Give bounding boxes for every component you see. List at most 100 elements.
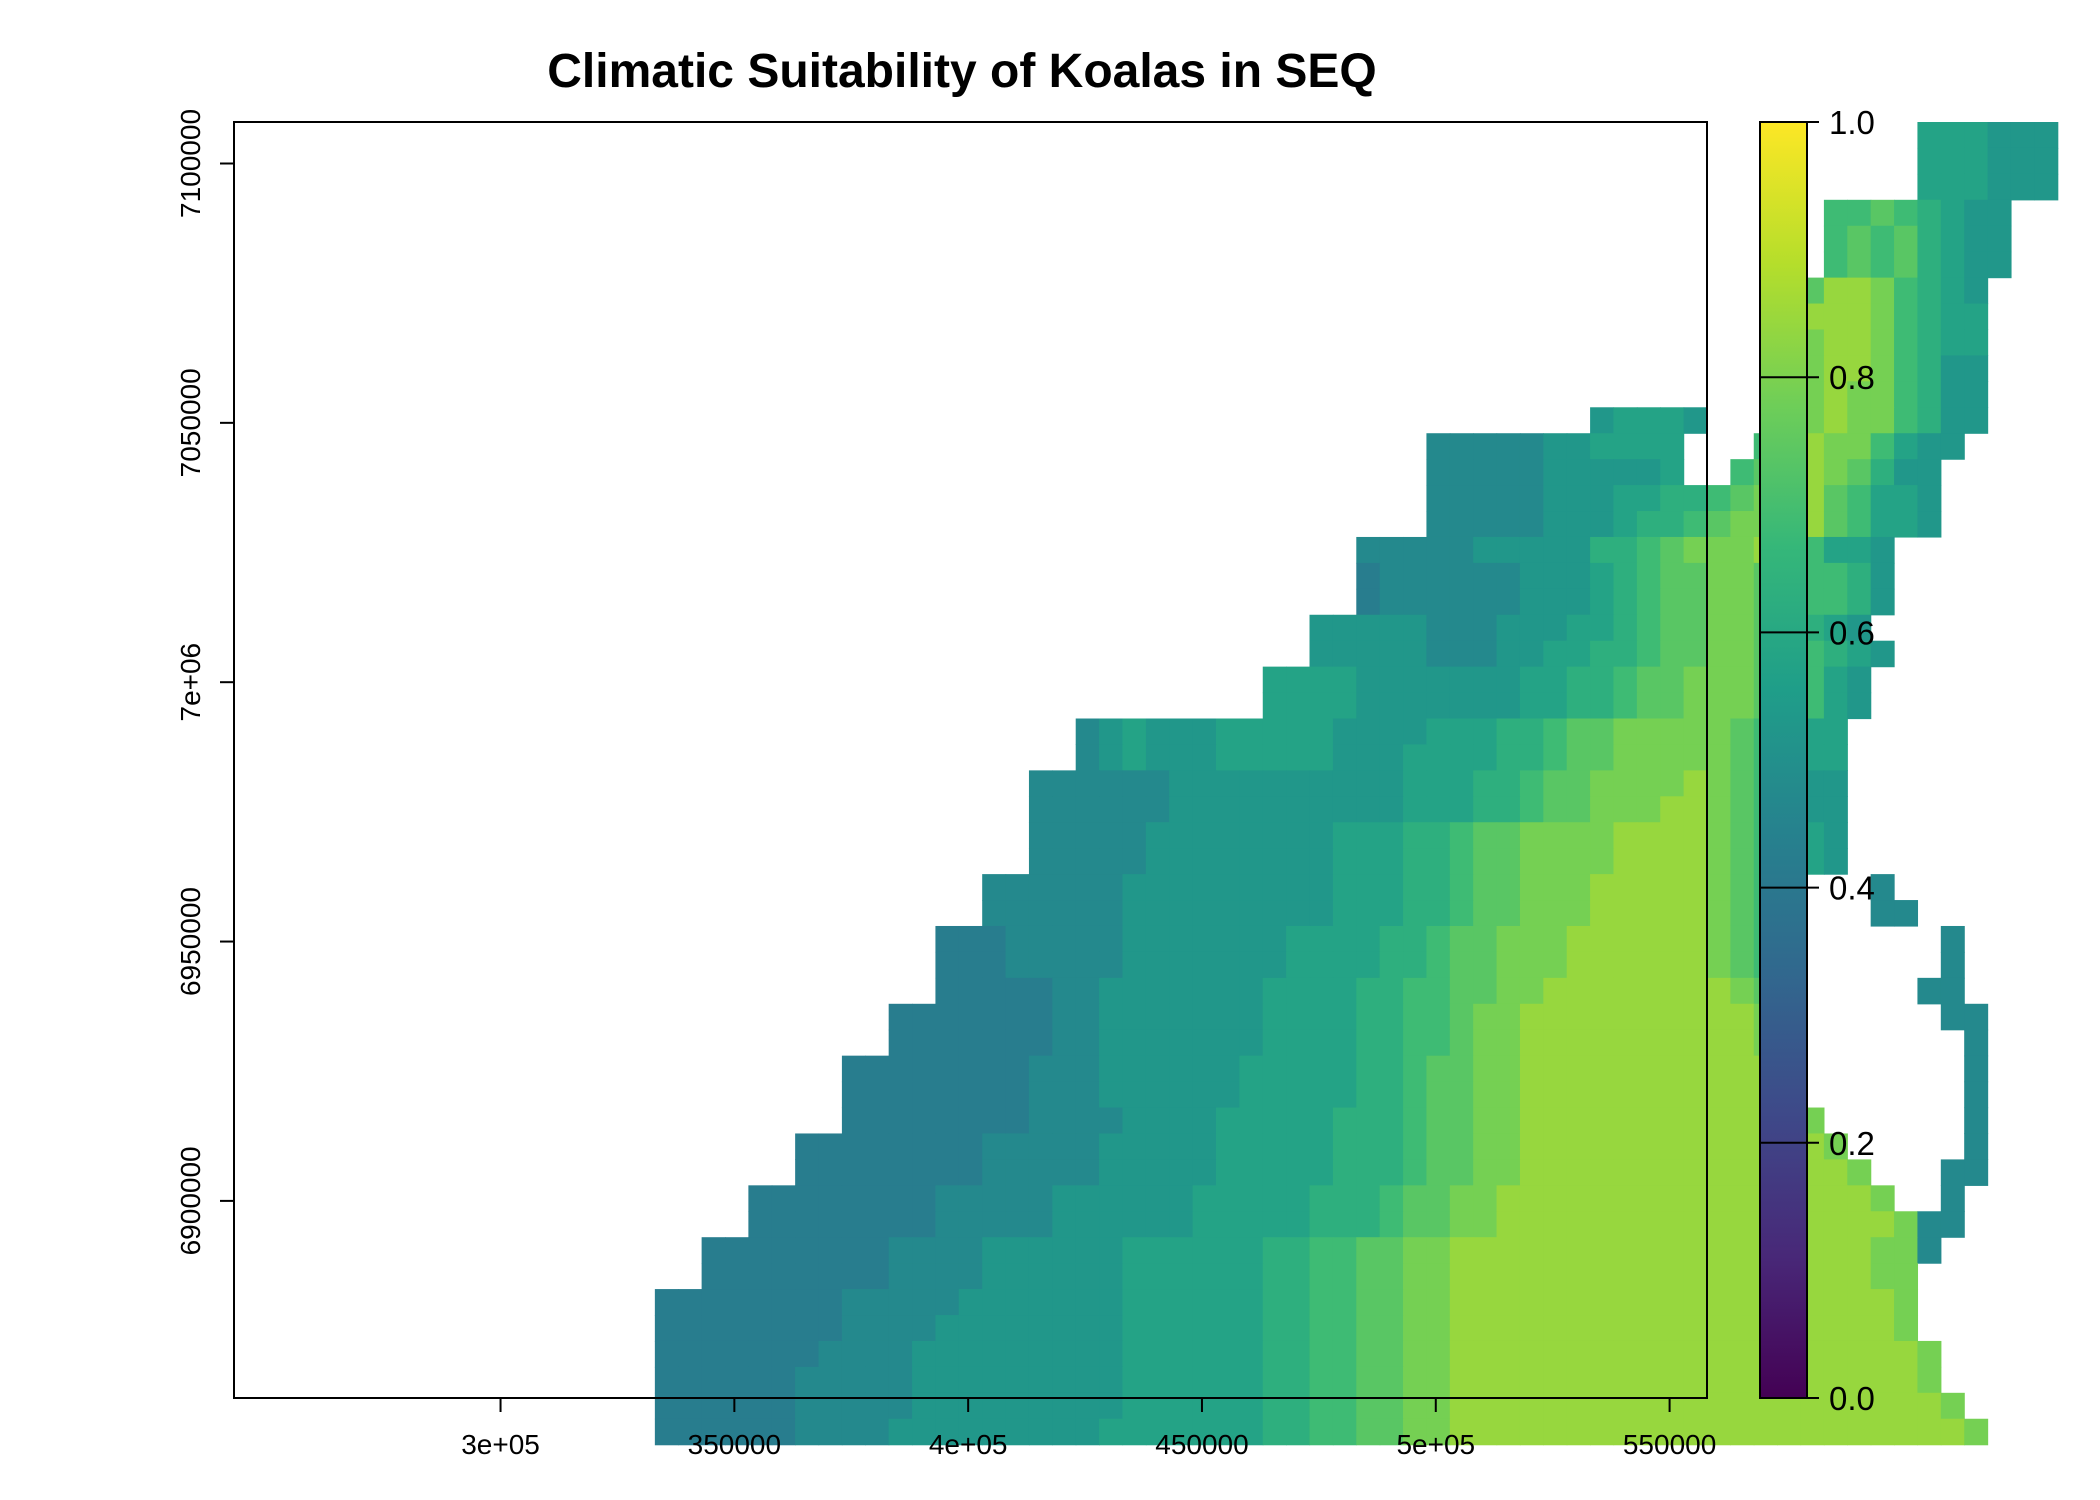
raster-cell bbox=[1169, 1211, 1194, 1238]
raster-cell bbox=[1239, 770, 1264, 797]
raster-cell bbox=[1122, 1029, 1147, 1057]
raster-cell bbox=[1356, 874, 1381, 901]
raster-cell bbox=[1636, 1211, 1661, 1238]
raster-cell bbox=[1426, 1185, 1451, 1212]
raster-cell bbox=[1145, 1185, 1170, 1212]
raster-cell bbox=[1426, 822, 1451, 849]
raster-cell bbox=[1543, 536, 1568, 564]
raster-cell bbox=[1707, 562, 1731, 590]
raster-cell bbox=[1005, 1133, 1030, 1160]
raster-cell bbox=[1239, 1055, 1264, 1083]
raster-cell bbox=[1683, 562, 1708, 590]
raster-cell bbox=[1099, 1003, 1124, 1031]
raster-cell bbox=[1449, 562, 1474, 590]
raster-cell bbox=[1426, 511, 1451, 538]
raster-cell bbox=[1894, 1340, 1919, 1368]
raster-cell bbox=[958, 1418, 983, 1446]
raster-cell bbox=[1449, 692, 1474, 720]
raster-cell bbox=[888, 1185, 913, 1212]
raster-cell bbox=[1847, 1392, 1872, 1420]
raster-cell bbox=[935, 1003, 960, 1031]
raster-cell bbox=[1707, 1418, 1731, 1446]
raster-cell bbox=[1566, 666, 1591, 694]
raster-cell bbox=[1286, 1159, 1311, 1186]
raster-cell bbox=[1309, 1289, 1334, 1316]
raster-cell bbox=[1052, 1055, 1077, 1083]
raster-cell bbox=[1707, 874, 1731, 901]
raster-cell bbox=[1590, 1107, 1615, 1135]
raster-cell bbox=[841, 1211, 866, 1238]
raster-cell bbox=[1894, 407, 1919, 434]
raster-cell bbox=[1707, 1315, 1731, 1342]
raster-cell bbox=[841, 1418, 866, 1446]
raster-cell bbox=[1239, 1315, 1264, 1342]
raster-cell bbox=[1613, 1159, 1638, 1186]
raster-cell bbox=[1917, 199, 1942, 227]
raster-cell bbox=[1216, 1211, 1240, 1238]
raster-cell bbox=[1145, 925, 1170, 953]
raster-cell bbox=[1052, 977, 1077, 1005]
raster-cell bbox=[1286, 666, 1311, 694]
raster-cell bbox=[748, 1392, 773, 1420]
raster-cell bbox=[1239, 900, 1264, 927]
raster-cell bbox=[1590, 1003, 1615, 1031]
raster-cell bbox=[1964, 1003, 1989, 1031]
colorbar-tick-label: 0.2 bbox=[1829, 1125, 1875, 1162]
raster-cell bbox=[1169, 1340, 1194, 1368]
raster-cell bbox=[1403, 822, 1428, 849]
raster-cell bbox=[1964, 251, 1989, 279]
raster-cell bbox=[771, 1289, 796, 1316]
raster-cell bbox=[1356, 614, 1381, 642]
raster-cell bbox=[1636, 770, 1661, 797]
raster-cell bbox=[1496, 692, 1521, 720]
raster-cell bbox=[1496, 1392, 1521, 1420]
raster-cell bbox=[1870, 1392, 1895, 1420]
raster-cell bbox=[1216, 718, 1240, 746]
raster-cell bbox=[1473, 536, 1498, 564]
raster-cell bbox=[1426, 1133, 1451, 1160]
raster-cell bbox=[1847, 666, 1872, 694]
raster-cell bbox=[1707, 718, 1731, 746]
x-tick-label: 5e+05 bbox=[1396, 1429, 1475, 1460]
raster-cell bbox=[654, 1418, 679, 1446]
plot-frame bbox=[233, 121, 1708, 1399]
raster-cell bbox=[1449, 459, 1474, 486]
raster-cell bbox=[1332, 874, 1357, 901]
raster-cell bbox=[1917, 355, 1942, 382]
raster-cell bbox=[1496, 1159, 1521, 1186]
raster-cell bbox=[1870, 1237, 1895, 1264]
raster-cell bbox=[1496, 1289, 1521, 1316]
raster-cell bbox=[1683, 536, 1708, 564]
raster-cell bbox=[1449, 1263, 1474, 1290]
raster-cell bbox=[1169, 848, 1194, 875]
raster-cell bbox=[1847, 692, 1872, 720]
raster-cell bbox=[1356, 1392, 1381, 1420]
raster-cell bbox=[1005, 925, 1030, 953]
raster-cell bbox=[1823, 251, 1848, 279]
raster-cell bbox=[1262, 1211, 1287, 1238]
raster-cell bbox=[1169, 796, 1194, 823]
raster-cell bbox=[1823, 562, 1848, 590]
raster-cell bbox=[1566, 588, 1591, 616]
raster-cell bbox=[1987, 147, 2012, 175]
raster-cell bbox=[1613, 1263, 1638, 1290]
raster-cell bbox=[1426, 459, 1451, 486]
raster-cell bbox=[1660, 536, 1685, 564]
raster-cell bbox=[1005, 1211, 1030, 1238]
raster-cell bbox=[1823, 770, 1848, 797]
raster-cell bbox=[1216, 770, 1240, 797]
raster-cell bbox=[1496, 848, 1521, 875]
raster-cell bbox=[818, 1340, 843, 1368]
raster-cell bbox=[1519, 459, 1544, 486]
raster-cell bbox=[1262, 666, 1287, 694]
raster-cell bbox=[1356, 1003, 1381, 1031]
raster-cell bbox=[935, 1029, 960, 1057]
raster-cell bbox=[1964, 1055, 1989, 1083]
raster-cell bbox=[1309, 1315, 1334, 1342]
raster-cell bbox=[1964, 277, 1989, 305]
raster-cell bbox=[1239, 1340, 1264, 1368]
raster-cell bbox=[654, 1392, 679, 1420]
raster-cell bbox=[1660, 1029, 1685, 1057]
raster-cell bbox=[1894, 1211, 1919, 1238]
raster-cell bbox=[1496, 1003, 1521, 1031]
